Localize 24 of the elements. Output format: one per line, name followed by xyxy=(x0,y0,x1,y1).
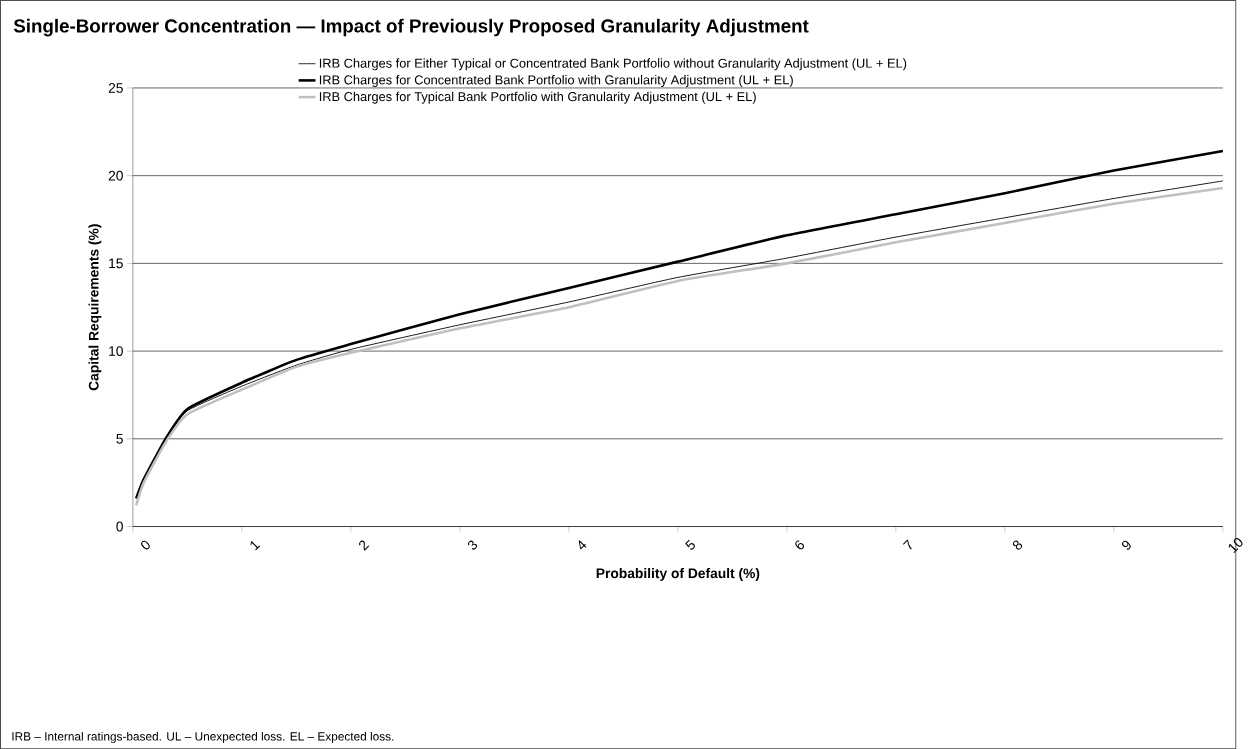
x-tick-label: 10 xyxy=(1228,537,1243,553)
legend-label: IRB Charges for Either Typical or Concentrated Bank Portfolio without Granularity Adjustment (UL + EL) xyxy=(319,58,907,71)
legend-label: IRB Charges for Typical Bank Portfolio with Granularity Adjustment (UL + EL) xyxy=(319,91,756,104)
y-tick-label: 0 xyxy=(116,521,123,532)
x-axis-title: Probability of Default (%) xyxy=(596,567,760,581)
legend-label: IRB Charges for Concentrated Bank Portfolio with Granularity Adjustment (UL + EL) xyxy=(319,74,793,87)
y-tick-label: 20 xyxy=(108,170,123,181)
x-tick-label: 6 xyxy=(795,540,805,550)
x-tick-label: 2 xyxy=(359,540,370,551)
y-tick-label: 25 xyxy=(108,82,123,93)
x-tick-label: 9 xyxy=(1121,540,1131,550)
x-tick-label: 4 xyxy=(578,540,587,550)
x-tick-label: 3 xyxy=(467,540,478,550)
x-tick-label: 0 xyxy=(141,540,150,550)
chart-title: Single-Borrower Concentration — Impact of Previously Proposed Granularity Adjustment xyxy=(13,18,809,37)
text: IRB – Internal ratings-based. UL – Unexpected loss. EL – Expected loss. xyxy=(12,731,394,743)
y-axis-title: Capital Requirements (%) xyxy=(88,224,102,391)
x-tick-label: 7 xyxy=(902,539,912,550)
x-tick-label: 5 xyxy=(685,539,695,550)
x-tick-label: 1 xyxy=(250,541,261,551)
y-tick-label: 5 xyxy=(116,433,123,444)
y-tick-label: 15 xyxy=(109,258,123,269)
y-tick-label: 10 xyxy=(109,346,123,356)
x-tick-label: 8 xyxy=(1012,540,1023,550)
